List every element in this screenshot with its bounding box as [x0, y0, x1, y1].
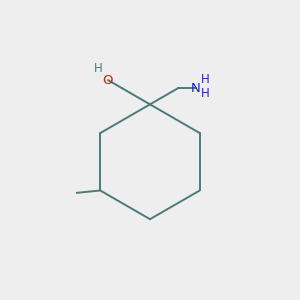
Text: H: H: [201, 74, 209, 86]
Text: H: H: [201, 87, 209, 100]
Text: N: N: [191, 82, 201, 95]
Text: H: H: [94, 62, 103, 75]
Text: O: O: [103, 74, 113, 87]
